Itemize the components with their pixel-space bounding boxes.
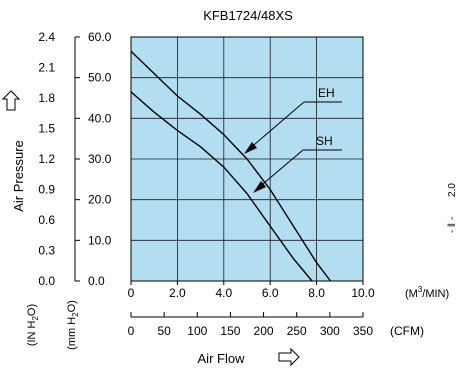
cfm-axis-ticks: 0 50 100 150 200 250 300 350 — [128, 312, 373, 338]
mm-axis-ticks: 0.0 10.0 20.0 30.0 40.0 50.0 60.0 — [75, 30, 112, 288]
series-line-sh — [130, 91, 313, 282]
mm-tick-label: 50.0 — [88, 71, 112, 85]
cfm-tick-label: 350 — [353, 324, 373, 338]
mm-tick-label: 20.0 — [88, 193, 112, 207]
in-unit-label: (IN H2O) — [26, 304, 40, 346]
eh-annotation: EH — [244, 86, 342, 154]
in-tick-label: 0.6 — [38, 213, 55, 227]
right-edge-fragment: 2.0 — [447, 183, 458, 197]
cfm-tick-label: 300 — [320, 324, 340, 338]
mm-tick-label: 0.0 — [88, 274, 105, 288]
cfm-tick-label: 0 — [128, 324, 135, 338]
cfm-tick-label: 50 — [157, 324, 171, 338]
right-arrow-icon — [278, 347, 300, 367]
sh-leader-line — [256, 149, 304, 190]
chart-title: KFB1724/48XS — [203, 8, 293, 23]
eh-leader-line — [247, 101, 305, 151]
x-tick-label: 2.0 — [169, 286, 186, 300]
cfm-unit-label: (CFM) — [390, 324, 424, 338]
in-tick-label: 1.5 — [38, 122, 55, 136]
cfm-tick-label: 100 — [187, 324, 207, 338]
mm-tick-label: 10.0 — [88, 233, 112, 247]
eh-arrowhead — [244, 142, 257, 154]
x-tick-label: 6.0 — [262, 286, 279, 300]
up-arrow-icon — [1, 90, 21, 111]
x-tick-label: 8.0 — [308, 286, 325, 300]
y-axis-title: Air Pressure — [11, 140, 26, 212]
series-lines — [130, 50, 332, 282]
in-axis-ticks: 0.0 0.3 0.6 0.9 1.2 1.5 1.8 2.1 2.4 — [38, 30, 55, 288]
series-line-eh — [130, 50, 332, 282]
cfm-tick-label: 250 — [287, 324, 307, 338]
x-tick-label: 0 — [128, 286, 135, 300]
in-tick-label: 0.0 — [38, 274, 55, 288]
in-tick-label: 0.3 — [38, 244, 55, 258]
in-tick-label: 2.1 — [38, 61, 55, 75]
mm-tick-label: 30.0 — [88, 152, 112, 166]
eh-label: EH — [318, 86, 335, 100]
cfm-tick-label: 150 — [220, 324, 240, 338]
in-tick-label: 1.2 — [38, 152, 55, 166]
mm-tick-label: 60.0 — [88, 30, 112, 44]
x-unit-label: (M3/MIN) — [405, 285, 449, 300]
mm-tick-label: 40.0 — [88, 111, 112, 125]
grid-lines — [131, 37, 363, 281]
x-tick-label: 4.0 — [215, 286, 232, 300]
in-tick-label: 0.9 — [38, 183, 55, 197]
right-edge-fragment-mark: - ‖ - — [447, 217, 458, 233]
sh-label: SH — [316, 134, 333, 148]
in-tick-label: 1.8 — [38, 91, 55, 105]
sh-arrowhead — [253, 181, 266, 193]
x-axis-ticks: 0 2.0 4.0 6.0 8.0 10.0 — [128, 281, 375, 300]
cfm-tick-label: 200 — [254, 324, 274, 338]
x-axis-title: Air Flow — [198, 351, 246, 366]
in-tick-label: 2.4 — [38, 30, 55, 44]
sh-annotation: SH — [253, 134, 342, 193]
x-tick-label: 10.0 — [351, 286, 375, 300]
mm-unit-label: (mm H2O) — [66, 300, 80, 350]
